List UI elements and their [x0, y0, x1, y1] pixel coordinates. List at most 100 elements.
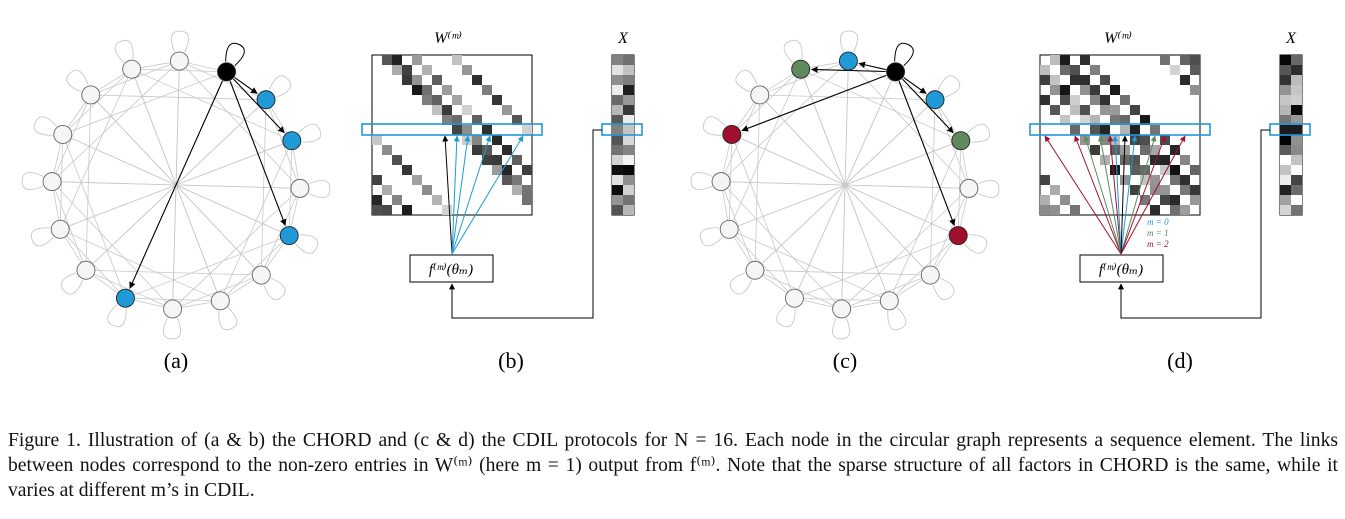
matrix-cell: [472, 135, 482, 145]
matrix-cell: [442, 105, 452, 115]
row-highlight: [1029, 123, 1211, 136]
vector-cell: [623, 65, 634, 75]
matrix-cell: [1070, 75, 1080, 85]
matrix-cell: [1100, 95, 1110, 105]
function-arrow: [1120, 135, 1128, 255]
vector-cell: [612, 75, 623, 85]
row-highlight: [361, 123, 543, 136]
vector-cell: [612, 85, 623, 95]
matrix-cell: [1050, 105, 1060, 115]
matrix-cell: [512, 115, 522, 125]
active-edge: [903, 77, 927, 94]
matrix-cell: [1040, 75, 1050, 85]
self-loop: [887, 307, 907, 331]
matrix-cell: [432, 95, 442, 105]
matrix-cell: [462, 65, 472, 75]
graph-node: [832, 299, 852, 319]
function-arrow: [1120, 135, 1186, 255]
matrix-cell: [1180, 175, 1190, 185]
function-arrow: [442, 135, 453, 255]
matrix-cell: [522, 185, 532, 195]
graph-node: [42, 172, 62, 192]
vector-cell: [612, 55, 623, 65]
matrix-cell: [422, 85, 432, 95]
matrix-cell: [1060, 55, 1070, 65]
cdil-matrix-panel: W⁽ᵐ⁾ X f⁽ᵐ⁾(θₘ) m = 0 m = 1 m = 2: [1029, 30, 1311, 319]
self-loop: [225, 42, 245, 66]
matrix-cell: [472, 75, 482, 85]
matrix-cell: [1060, 195, 1070, 205]
matrix-cell: [392, 155, 402, 165]
self-loop: [218, 307, 238, 331]
matrix-title: W⁽ᵐ⁾: [434, 30, 462, 47]
vector-cell: [623, 175, 634, 185]
vector-cell: [612, 165, 623, 175]
self-loop: [30, 227, 54, 247]
graph-node: [290, 178, 310, 198]
vector-cell: [1291, 145, 1302, 155]
matrix-cell: [1060, 115, 1070, 125]
matrix-cell: [492, 95, 502, 105]
active-edge: [741, 74, 887, 132]
vector-cell: [623, 135, 634, 145]
matrix-cell: [1130, 165, 1140, 175]
vector-cell: [1280, 65, 1291, 75]
function-arrows: [1044, 135, 1186, 255]
graph-node: [210, 291, 230, 311]
graph-edge: [800, 68, 961, 142]
matrix-cell: [382, 185, 392, 195]
graph-node: [784, 288, 804, 308]
matrix-cell: [1180, 185, 1190, 195]
panel-label-a: (a): [164, 348, 188, 373]
vector-cells: [612, 55, 634, 215]
vector-cell: [1291, 185, 1302, 195]
graph-node: [745, 260, 765, 280]
graph-node: [169, 51, 189, 71]
vector-cell: [612, 145, 623, 155]
vector-cell: [623, 165, 634, 175]
matrix-cell: [372, 205, 382, 215]
matrix-cell: [372, 195, 382, 205]
matrix-cell: [382, 205, 392, 215]
graph-node: [920, 265, 940, 285]
matrix-cell: [1090, 95, 1100, 105]
function-arrow: [1120, 135, 1138, 255]
vector-cell: [1291, 165, 1302, 175]
vector-cell: [1280, 175, 1291, 185]
matrix-cell: [1100, 125, 1110, 135]
self-loop: [840, 30, 858, 53]
legend-m2: m = 2: [1147, 239, 1169, 249]
self-loop: [298, 123, 322, 143]
matrix-cell: [1190, 55, 1200, 65]
active-edge: [234, 77, 258, 94]
matrix-cell: [452, 115, 462, 125]
matrix-cell: [1170, 175, 1180, 185]
vector-cell: [612, 185, 623, 195]
function-arrows: [442, 135, 524, 255]
matrix-cell: [1110, 165, 1120, 175]
vector-cell: [612, 155, 623, 165]
graph-edge: [841, 61, 849, 309]
graph-node: [711, 172, 731, 192]
self-loop: [729, 272, 753, 295]
matrix-cell: [1090, 125, 1100, 135]
vector-cell: [623, 95, 634, 105]
vector-cell: [612, 65, 623, 75]
vector-cell: [1291, 105, 1302, 115]
matrix-cell: [392, 195, 402, 205]
matrix-cell: [1040, 175, 1050, 185]
vector-cell: [623, 105, 634, 115]
matrix-cell: [1130, 105, 1140, 115]
graph-node: [722, 124, 742, 144]
matrix-cell: [422, 185, 432, 195]
matrix-cell: [1130, 185, 1140, 195]
matrix-cell: [1050, 185, 1060, 195]
self-loop: [894, 42, 914, 66]
matrix-cell: [392, 55, 402, 65]
matrix-cell: [452, 95, 462, 105]
matrix-cell: [1080, 85, 1090, 95]
matrix-cell: [1090, 65, 1100, 75]
vector-cell: [623, 195, 634, 205]
figure-caption: Figure 1. Illustration of (a & b) the CH…: [8, 428, 1338, 503]
matrix-cell: [1170, 205, 1180, 215]
